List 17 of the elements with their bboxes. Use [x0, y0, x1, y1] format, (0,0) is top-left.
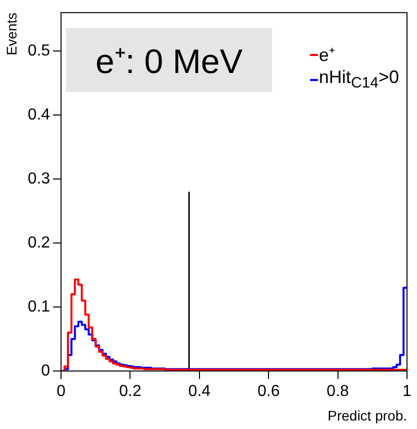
y-tick-label: 0.1 [28, 298, 50, 316]
legend-label: nHit$_{C14}$>0 [318, 66, 399, 94]
x-tick-label: 0.2 [119, 383, 142, 400]
annotation: e⁺: 0 MeV [66, 28, 272, 92]
x-tick-label: 0.6 [257, 383, 280, 400]
y-tick-label: 0.4 [28, 106, 50, 124]
y-tick-label: 0 [41, 362, 50, 380]
y-tick-label: 0.3 [28, 170, 50, 188]
x-tick-label: 0 [56, 383, 66, 400]
x-axis-title: Predict prob. [328, 407, 407, 424]
y-axis-title: Events [3, 12, 20, 56]
x-tick-label: 0.4 [188, 383, 211, 400]
y-tick-label: 0.5 [28, 42, 50, 60]
x-tick-label: 1 [402, 383, 412, 400]
legend-label: e⁺ [318, 44, 335, 66]
x-tick-label: 0.8 [326, 383, 350, 400]
y-tick-label: 0.2 [28, 234, 50, 252]
